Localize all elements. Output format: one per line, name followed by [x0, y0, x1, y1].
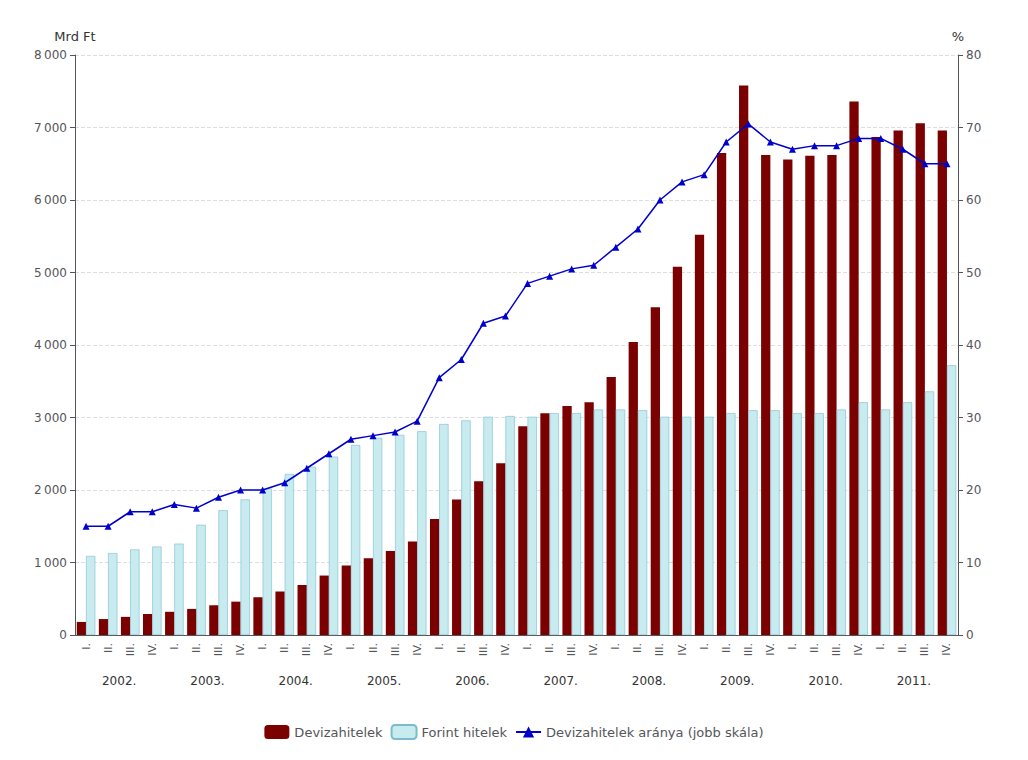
- svg-text:2008.: 2008.: [632, 674, 666, 688]
- svg-text:40: 40: [966, 338, 981, 352]
- svg-text:%: %: [952, 29, 964, 44]
- svg-text:8 000: 8 000: [34, 48, 67, 62]
- svg-text:2002.: 2002.: [102, 674, 136, 688]
- svg-text:II.: II.: [631, 643, 644, 653]
- svg-text:Mrd Ft: Mrd Ft: [54, 29, 95, 44]
- svg-text:IV.: IV.: [322, 643, 335, 656]
- svg-text:2 000: 2 000: [34, 483, 67, 497]
- svg-text:II.: II.: [543, 643, 556, 653]
- svg-text:IV.: IV.: [764, 643, 777, 656]
- svg-text:2004.: 2004.: [279, 674, 313, 688]
- svg-text:II.: II.: [367, 643, 380, 653]
- svg-text:0: 0: [59, 628, 67, 642]
- svg-text:7 000: 7 000: [34, 121, 67, 135]
- svg-text:2011.: 2011.: [897, 674, 931, 688]
- svg-text:6 000: 6 000: [34, 193, 67, 207]
- svg-text:I.: I.: [874, 643, 887, 650]
- svg-text:Devizahitelek: Devizahitelek: [294, 725, 383, 740]
- svg-text:I.: I.: [433, 643, 446, 650]
- svg-text:Forint hitelek: Forint hitelek: [422, 725, 508, 740]
- svg-text:2006.: 2006.: [455, 674, 489, 688]
- svg-text:I.: I.: [698, 643, 711, 650]
- svg-text:2010.: 2010.: [808, 674, 842, 688]
- svg-text:II.: II.: [102, 643, 115, 653]
- svg-text:I.: I.: [609, 643, 622, 650]
- svg-text:Devizahitelek aránya (jobb ská: Devizahitelek aránya (jobb skála): [546, 725, 764, 740]
- svg-text:4 000: 4 000: [34, 338, 67, 352]
- svg-text:70: 70: [966, 121, 981, 135]
- svg-text:I.: I.: [80, 643, 93, 650]
- svg-text:II.: II.: [278, 643, 291, 653]
- svg-text:50: 50: [966, 266, 981, 280]
- svg-text:IV.: IV.: [852, 643, 865, 656]
- svg-text:2007.: 2007.: [543, 674, 577, 688]
- svg-text:II.: II.: [455, 643, 468, 653]
- svg-text:II.: II.: [190, 643, 203, 653]
- svg-text:III.: III.: [124, 643, 137, 656]
- svg-text:IV.: IV.: [499, 643, 512, 656]
- svg-text:IV.: IV.: [411, 643, 424, 656]
- svg-text:III.: III.: [212, 643, 225, 656]
- svg-text:III.: III.: [830, 643, 843, 656]
- svg-text:80: 80: [966, 48, 981, 62]
- svg-text:IV.: IV.: [587, 643, 600, 656]
- svg-text:2005.: 2005.: [367, 674, 401, 688]
- svg-text:I.: I.: [521, 643, 534, 650]
- svg-text:II.: II.: [720, 643, 733, 653]
- svg-text:III.: III.: [300, 643, 313, 656]
- svg-text:10: 10: [966, 556, 981, 570]
- svg-text:III.: III.: [918, 643, 931, 656]
- svg-text:0: 0: [966, 628, 974, 642]
- svg-text:30: 30: [966, 411, 981, 425]
- svg-text:IV.: IV.: [234, 643, 247, 656]
- svg-text:1 000: 1 000: [34, 556, 67, 570]
- svg-text:I.: I.: [344, 643, 357, 650]
- svg-text:II.: II.: [808, 643, 821, 653]
- svg-text:IV.: IV.: [940, 643, 953, 656]
- svg-text:III.: III.: [389, 643, 402, 656]
- svg-text:60: 60: [966, 193, 981, 207]
- svg-text:III.: III.: [653, 643, 666, 656]
- svg-text:20: 20: [966, 483, 981, 497]
- svg-text:I.: I.: [168, 643, 181, 650]
- svg-text:III.: III.: [565, 643, 578, 656]
- svg-text:5 000: 5 000: [34, 266, 67, 280]
- svg-text:2009.: 2009.: [720, 674, 754, 688]
- svg-text:I.: I.: [256, 643, 269, 650]
- svg-text:2003.: 2003.: [190, 674, 224, 688]
- svg-text:I.: I.: [786, 643, 799, 650]
- svg-text:II.: II.: [896, 643, 909, 653]
- svg-text:3 000: 3 000: [34, 411, 67, 425]
- svg-text:III.: III.: [477, 643, 490, 656]
- svg-text:IV.: IV.: [146, 643, 159, 656]
- svg-text:IV.: IV.: [676, 643, 689, 656]
- svg-text:III.: III.: [742, 643, 755, 656]
